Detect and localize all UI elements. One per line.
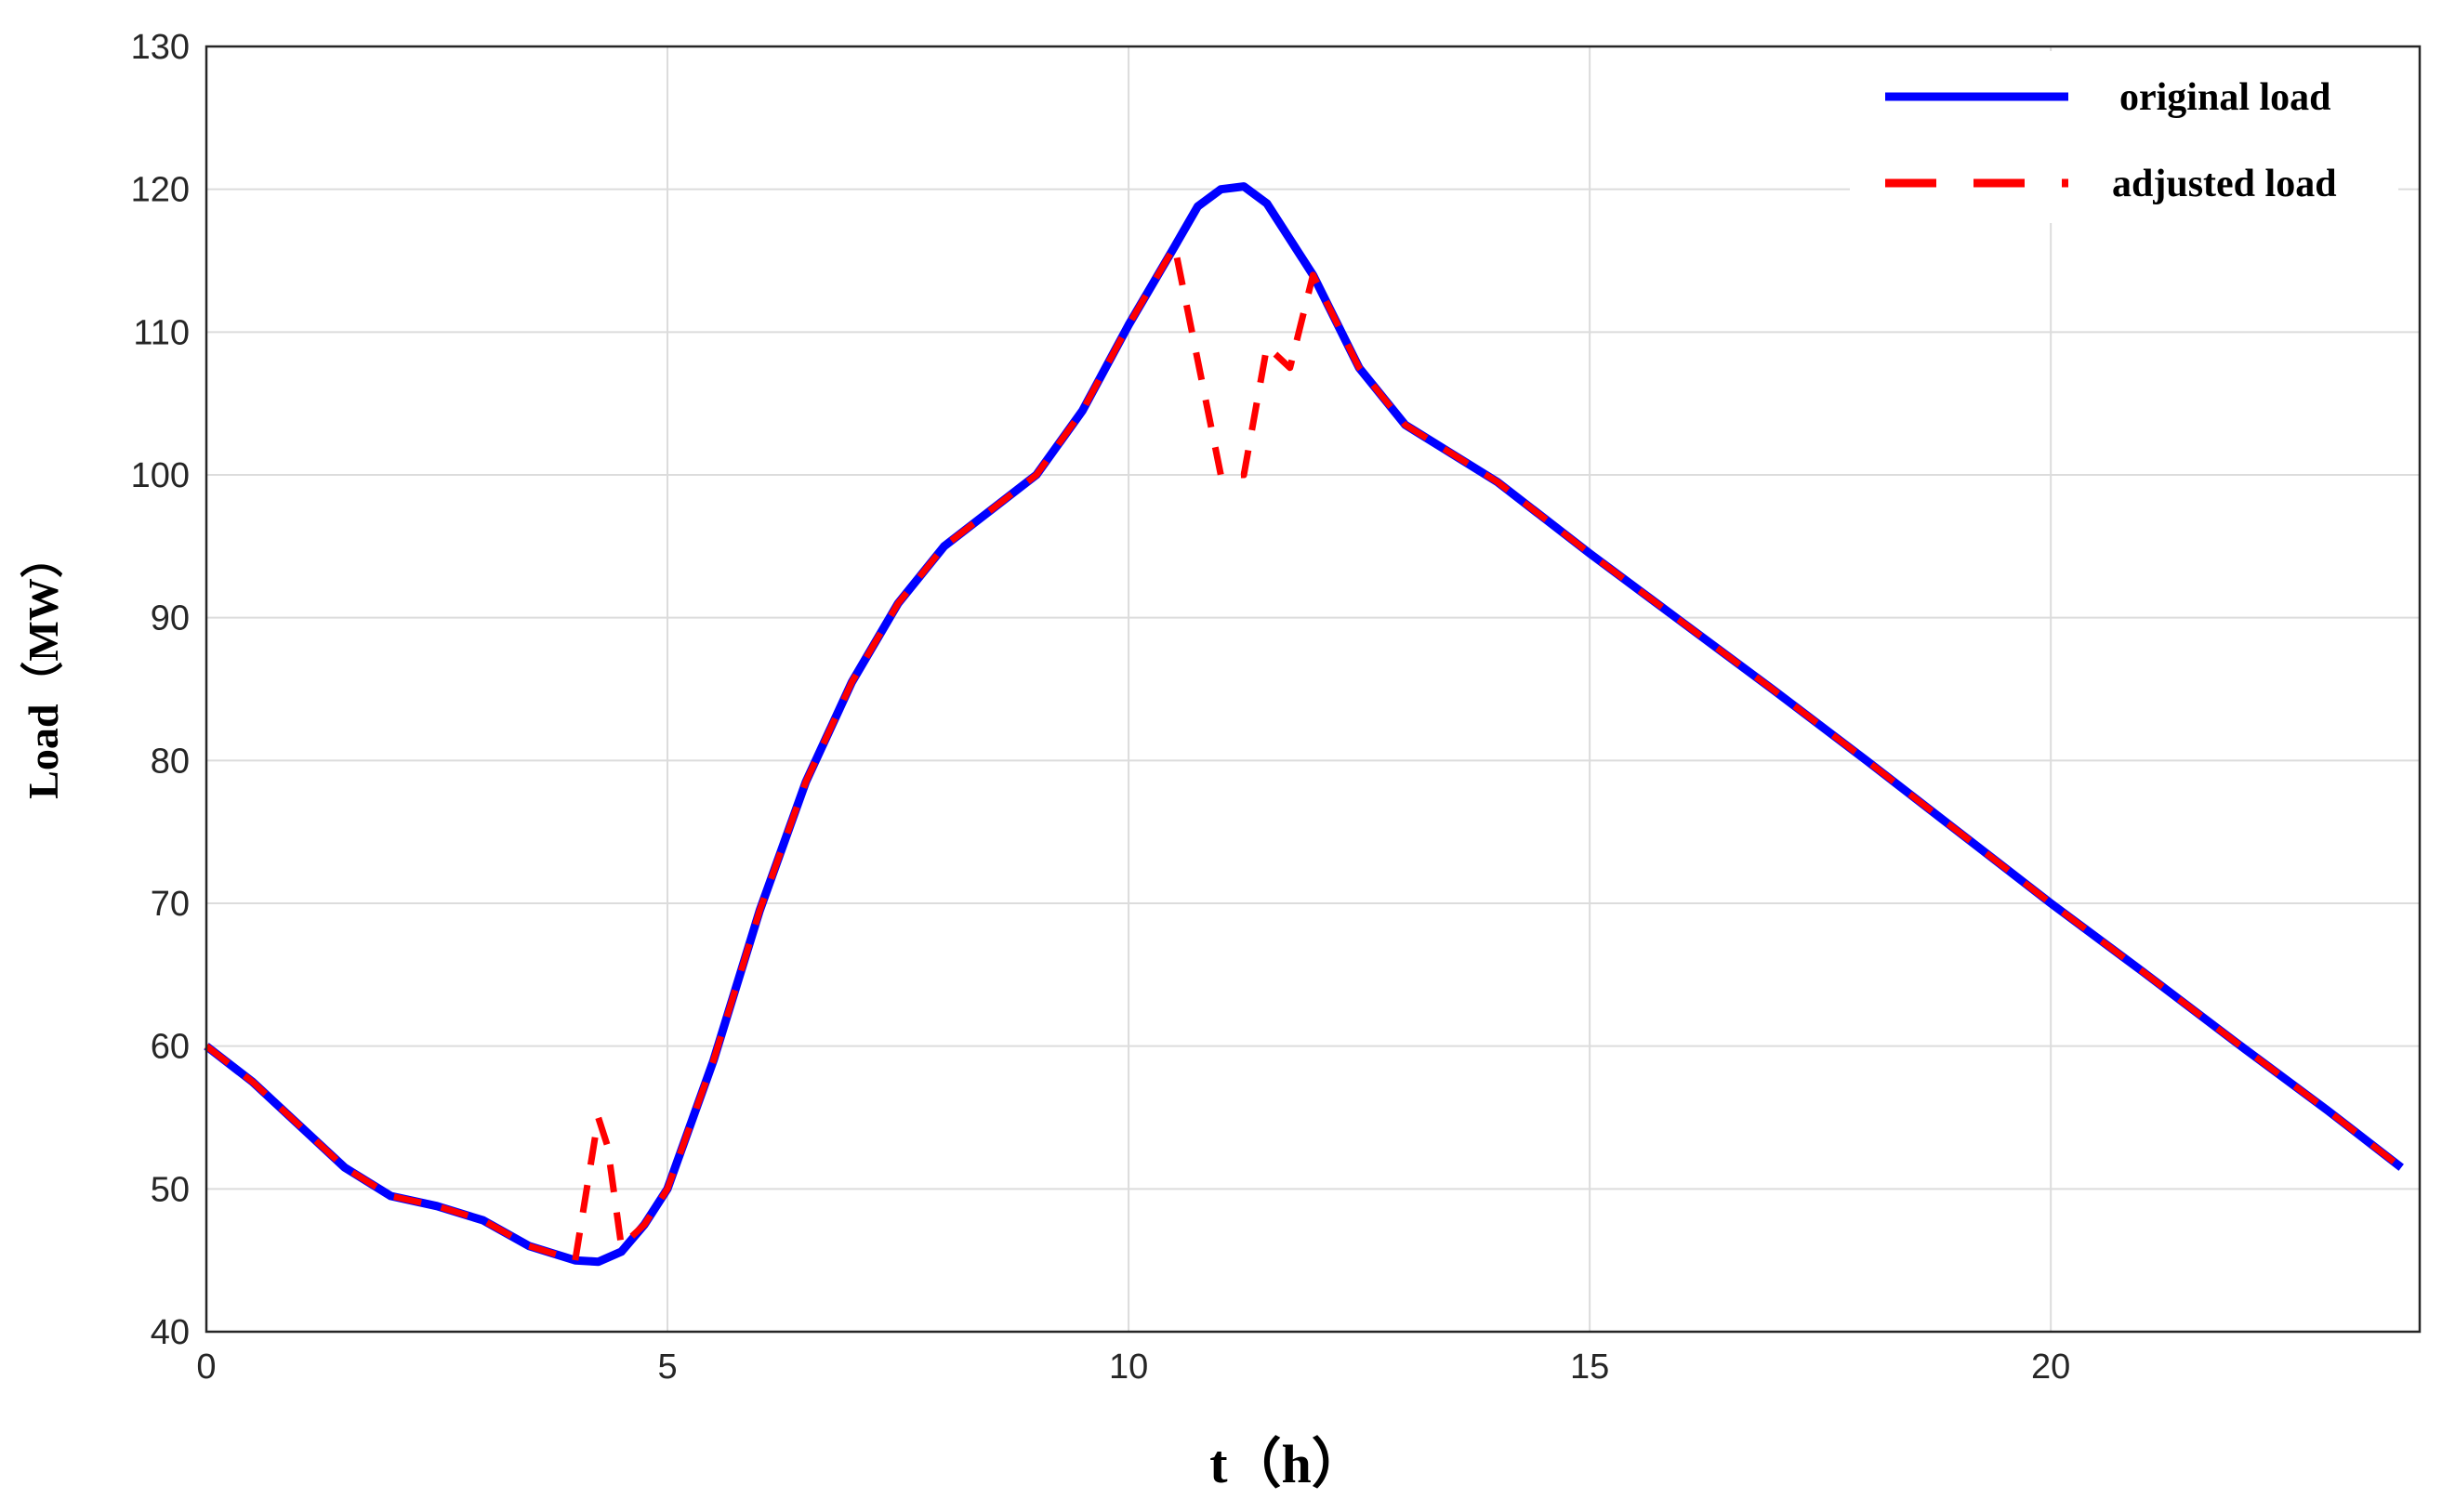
x-tick-label: 0 <box>196 1348 216 1387</box>
plot-frame <box>205 45 2422 1334</box>
y-tick-label: 110 <box>133 313 190 352</box>
legend-label-original-load: original load <box>2119 76 2331 119</box>
y-tick-label: 60 <box>151 1028 190 1067</box>
legend: original load adjusted load <box>1850 51 2398 223</box>
legend-label-adjusted-load: adjusted load <box>2112 163 2337 205</box>
y-tick-label: 80 <box>151 742 190 781</box>
adjusted-load-line <box>204 243 2404 1264</box>
y-tick-label: 70 <box>151 885 190 924</box>
grid-lines <box>206 46 2420 1332</box>
x-tick-label: 5 <box>657 1348 677 1387</box>
y-tick-label: 100 <box>131 456 190 495</box>
x-axis-label: t（h） <box>1209 1434 1366 1494</box>
y-axis-label: Load（MW） <box>20 535 67 799</box>
y-tick-label: 90 <box>151 599 190 638</box>
x-tick-label: 10 <box>1109 1348 1148 1387</box>
y-tick-label: 50 <box>151 1170 190 1209</box>
y-tick-label: 130 <box>131 28 190 67</box>
x-tick-label: 20 <box>2031 1348 2070 1387</box>
x-tick-labels: 0 5 10 15 20 <box>196 1348 2070 1387</box>
series-layer <box>204 182 2404 1267</box>
y-tick-label: 120 <box>131 171 190 210</box>
y-tick-label: 40 <box>151 1313 190 1352</box>
x-tick-label: 15 <box>1570 1348 1609 1387</box>
y-tick-labels: 40 50 60 70 80 90 100 110 120 130 <box>131 28 190 1352</box>
legend-background <box>1850 51 2398 223</box>
